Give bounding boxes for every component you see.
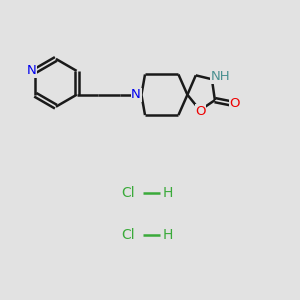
Text: Cl: Cl (121, 228, 134, 242)
Text: O: O (195, 105, 206, 118)
Text: N: N (131, 88, 141, 101)
Text: N: N (26, 64, 36, 77)
Text: H: H (162, 186, 172, 200)
Text: NH: NH (210, 70, 230, 83)
Text: H: H (162, 228, 172, 242)
Text: Cl: Cl (121, 186, 134, 200)
Text: O: O (230, 97, 240, 110)
